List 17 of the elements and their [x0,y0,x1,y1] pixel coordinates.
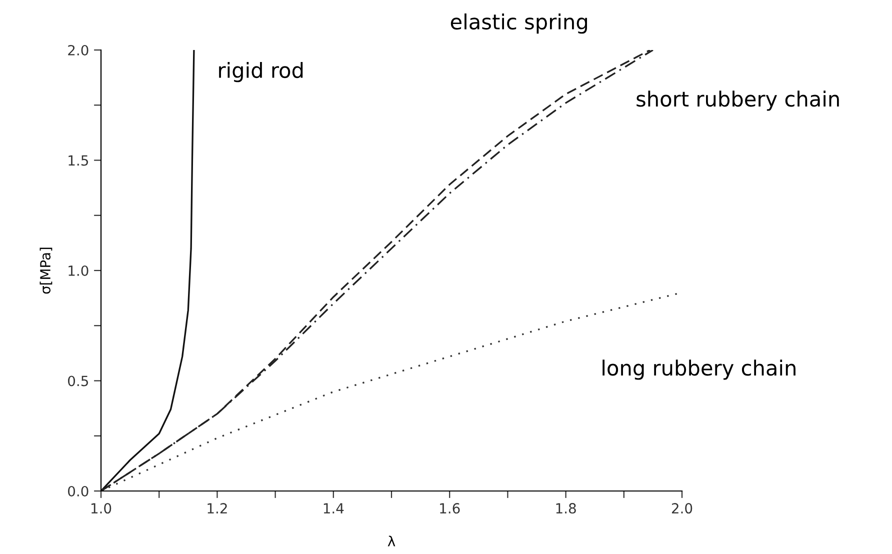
x-tick-label: 1.6 [440,503,460,514]
y-tick-label: 2.0 [68,44,88,56]
text: long rubbery chain [602,360,796,380]
y-tick-label: 0.5 [68,376,88,386]
series-label: rigid rod [219,62,303,82]
x-axis-title: λ [388,536,396,546]
x-tick-label: 1.4 [324,503,344,514]
series-label: short rubbery chain [636,90,839,111]
y-tick-label: 0.0 [68,486,88,496]
x-tick-label: 1.2 [208,503,227,514]
y-tick-label: 1.0 [68,265,88,276]
text: elastic spring [450,13,587,34]
y-axis-title: σ[MPa] [40,248,52,294]
x-tick-label: 1.8 [556,503,576,514]
x-tick-label: 1.0 [91,503,112,514]
y-tick-label: 1.5 [68,155,88,166]
x-tick-label: 2.0 [672,503,692,514]
